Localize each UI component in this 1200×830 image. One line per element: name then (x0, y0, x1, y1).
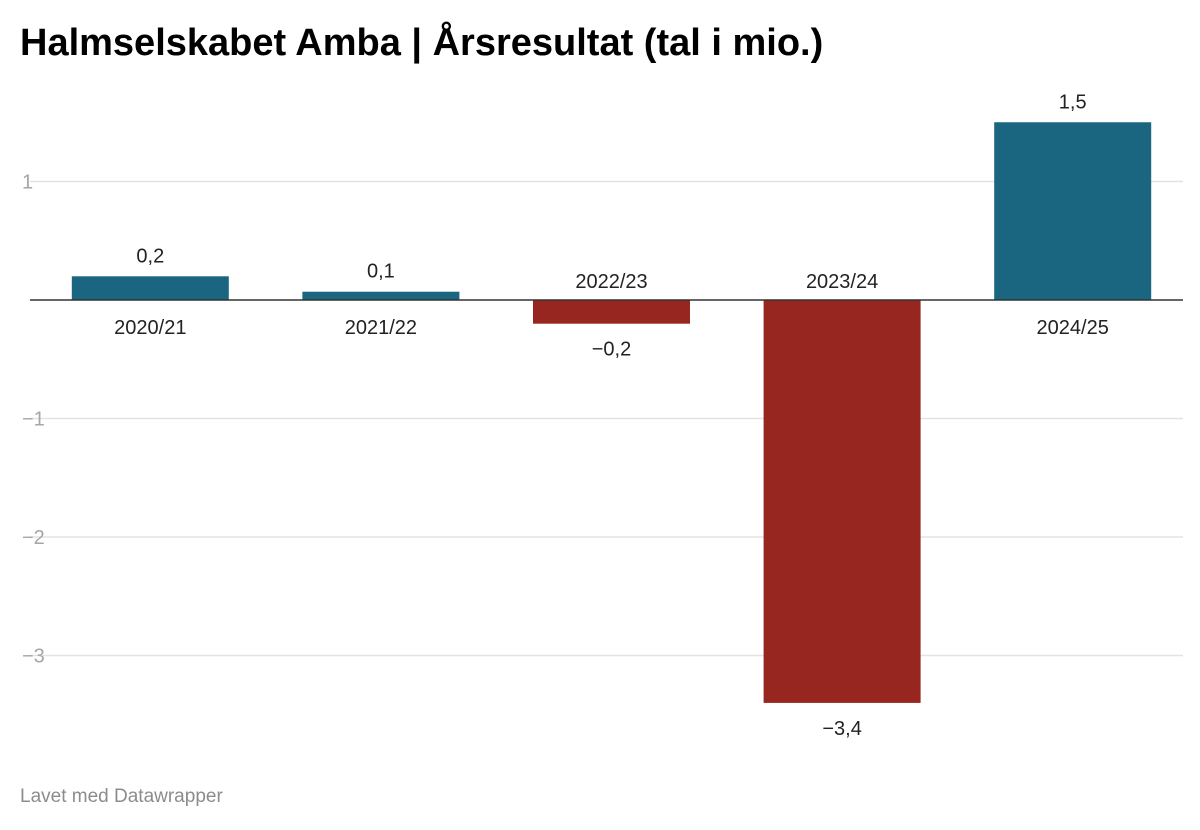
bars (71, 122, 1152, 703)
y-axis-ticks: 1 −1 −2 −3 (22, 172, 45, 668)
value-label: −0,2 (592, 339, 631, 361)
x-category-label: 2024/25 (1037, 317, 1109, 339)
chart-title: Halmselskabet Amba | Årsresultat (tal i … (20, 22, 824, 64)
footer-credit: Lavet med Datawrapper (20, 786, 223, 807)
value-label: 0,2 (136, 245, 164, 267)
x-category-label: 2020/21 (114, 317, 186, 339)
bar-2023-24 (763, 300, 921, 703)
y-tick-label: 1 (22, 172, 33, 194)
labels: 2020/21 0,2 2021/22 0,1 2022/23 −0,2 2023/24 −3… (114, 91, 1109, 740)
value-label: 0,1 (367, 261, 395, 283)
y-tick-label: −3 (22, 646, 45, 668)
x-category-label: 2022/23 (575, 271, 647, 293)
bar-2021-22 (302, 291, 460, 300)
bar-2024-25 (994, 122, 1152, 300)
value-label: 1,5 (1059, 91, 1087, 113)
x-category-label: 2021/22 (345, 317, 417, 339)
value-label: −3,4 (822, 718, 861, 740)
x-category-label: 2023/24 (806, 271, 878, 293)
y-tick-label: −2 (22, 527, 45, 549)
y-tick-label: −1 (22, 409, 45, 431)
bar-2020-21 (71, 276, 229, 300)
gridlines (30, 180, 1183, 657)
bar-2022-23 (533, 300, 690, 324)
